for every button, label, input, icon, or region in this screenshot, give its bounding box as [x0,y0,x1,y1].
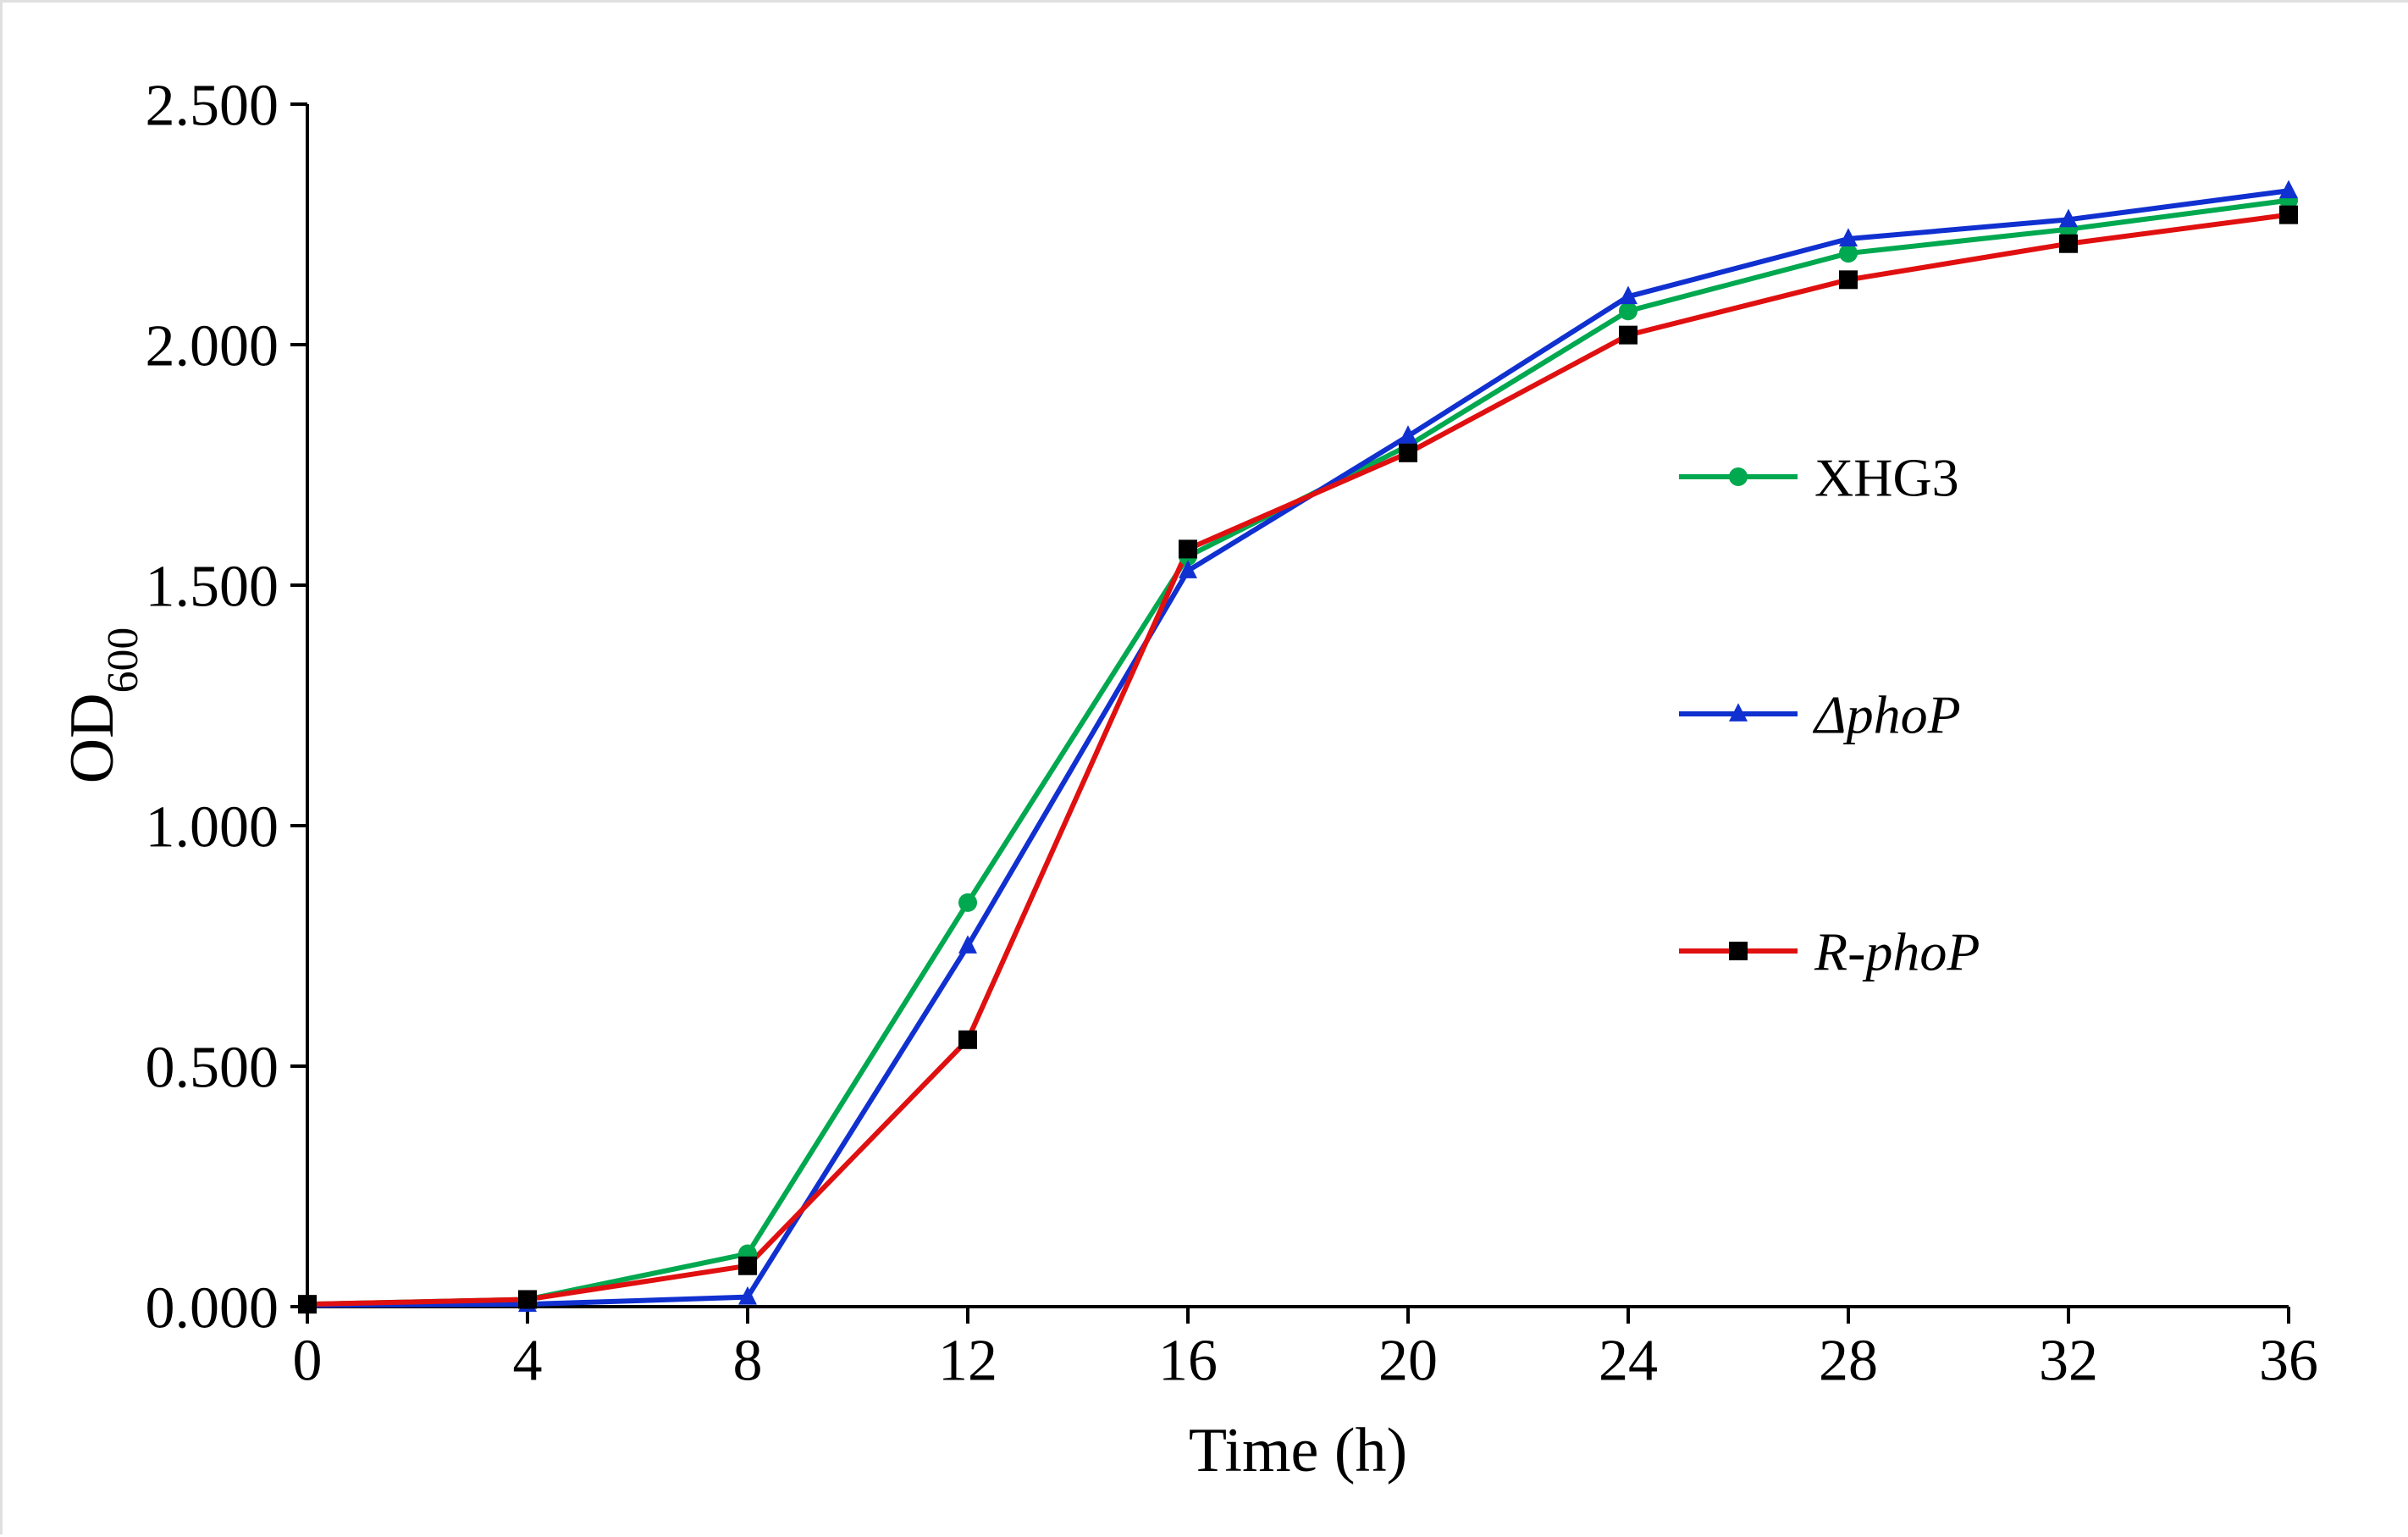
x-tick-label: 32 [2039,1329,2098,1394]
chart-svg: 0 4 8 12 16 20 24 28 32 36 0.000 0.500 1.000 1.500 2.0… [3,3,2408,1537]
x-tick-label: 12 [938,1329,997,1394]
y-tick-label: 2.000 [146,314,279,379]
series-marker-R-phoP [518,1290,537,1308]
series-marker-R-phoP [1619,326,1638,345]
y-axis-label-main: OD [58,693,127,783]
x-tick-label: 24 [1599,1329,1658,1394]
x-axis-label: Time (h) [1189,1416,1407,1485]
legend-label-R-phoP: R-phoP [1814,921,1980,981]
y-tick-label: 1.500 [146,555,279,620]
y-axis-label-sub: 600 [99,628,147,694]
series-marker-R-phoP [738,1257,757,1275]
x-tick-label: 4 [513,1329,543,1394]
x-tick-label: 16 [1158,1329,1218,1394]
legend-label-delta-phoP: ΔphoP [1812,684,1961,744]
series-marker-XHG3 [1619,301,1638,320]
x-tick-label: 36 [2259,1329,2318,1394]
x-tick-label: 28 [1819,1329,1878,1394]
legend-marker-XHG3 [1729,467,1748,486]
y-tick-label: 2.500 [146,74,279,139]
x-tick-label: 8 [733,1329,763,1394]
series-marker-R-phoP [298,1295,317,1313]
y-tick-label: 0.500 [146,1036,279,1101]
series-marker-R-phoP [1179,539,1197,558]
y-tick-label: 0.000 [146,1276,279,1341]
y-tick-label: 1.000 [146,795,279,860]
series-marker-R-phoP [1399,444,1417,462]
series-marker-R-phoP [2059,235,2078,253]
series-marker-XHG3 [1839,244,1858,263]
x-tick-label: 0 [293,1329,323,1394]
legend-label-XHG3: XHG3 [1814,447,1959,507]
series-marker-XHG3 [958,893,977,912]
series-marker-R-phoP [958,1031,977,1049]
x-tick-label: 20 [1378,1329,1438,1394]
series-marker-R-phoP [2279,206,2298,224]
line-chart: 0 4 8 12 16 20 24 28 32 36 0.000 0.500 1.000 1.500 2.0… [0,0,2408,1534]
series-marker-R-phoP [1839,270,1858,289]
legend-marker-R-phoP [1729,942,1748,960]
